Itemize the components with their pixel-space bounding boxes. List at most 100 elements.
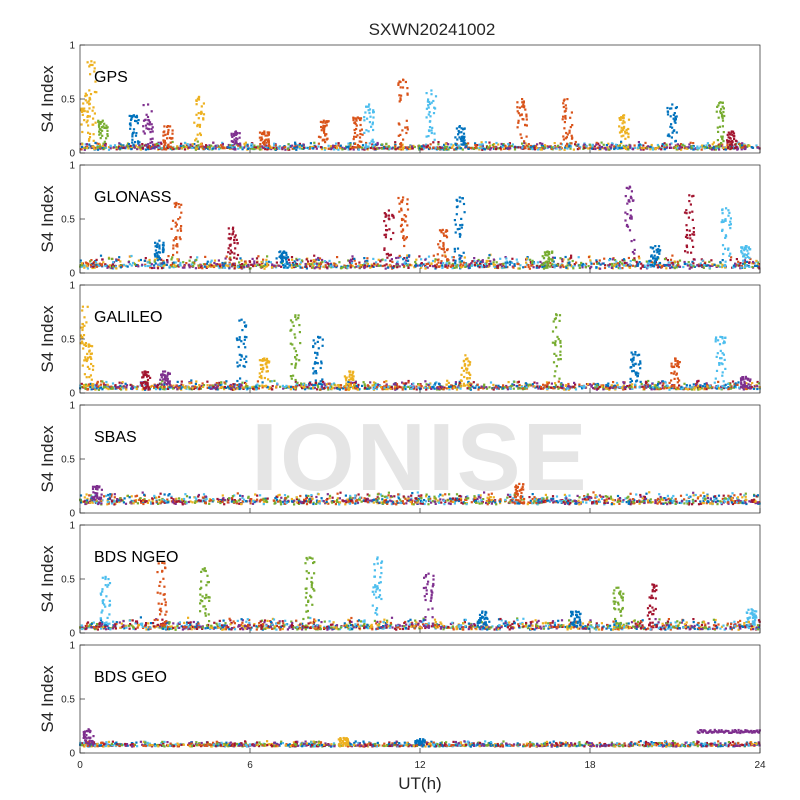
data-point bbox=[437, 386, 440, 389]
data-point bbox=[190, 388, 193, 391]
data-point bbox=[290, 264, 294, 267]
data-point bbox=[87, 262, 90, 265]
data-point bbox=[220, 383, 223, 386]
data-point bbox=[168, 136, 171, 140]
data-point bbox=[569, 147, 572, 150]
data-point bbox=[88, 136, 92, 139]
data-point bbox=[689, 237, 692, 240]
data-point bbox=[480, 141, 483, 144]
data-point bbox=[177, 203, 180, 206]
data-point bbox=[82, 102, 85, 105]
data-point bbox=[426, 144, 429, 147]
data-point bbox=[492, 261, 495, 264]
data-point bbox=[521, 142, 524, 145]
data-point bbox=[432, 254, 435, 257]
data-point bbox=[463, 142, 466, 145]
data-point bbox=[339, 147, 342, 150]
data-point bbox=[212, 147, 215, 150]
data-point bbox=[142, 125, 145, 128]
data-point bbox=[533, 262, 536, 265]
data-point bbox=[80, 385, 84, 389]
data-point bbox=[84, 99, 87, 102]
data-point bbox=[283, 250, 286, 253]
data-point bbox=[201, 145, 204, 148]
data-point bbox=[438, 246, 441, 249]
data-point bbox=[158, 247, 161, 250]
data-point bbox=[86, 265, 89, 268]
data-point bbox=[254, 146, 258, 149]
data-point bbox=[368, 103, 371, 106]
data-point bbox=[415, 385, 418, 388]
data-point bbox=[671, 126, 674, 129]
data-point bbox=[546, 145, 549, 148]
data-point bbox=[79, 264, 82, 267]
data-point bbox=[655, 248, 658, 251]
data-point bbox=[119, 264, 123, 267]
data-point bbox=[163, 383, 166, 386]
data-point bbox=[737, 141, 740, 144]
data-point bbox=[227, 227, 230, 230]
data-point bbox=[655, 258, 658, 261]
data-point bbox=[87, 383, 90, 386]
data-point bbox=[473, 261, 476, 264]
data-point bbox=[460, 226, 463, 229]
data-point bbox=[191, 143, 194, 146]
data-point bbox=[574, 140, 577, 144]
data-point bbox=[580, 385, 583, 388]
data-point bbox=[266, 147, 269, 150]
data-point bbox=[730, 385, 733, 388]
data-point bbox=[618, 117, 621, 120]
data-point bbox=[422, 147, 426, 150]
data-point bbox=[180, 142, 183, 145]
data-point bbox=[91, 63, 94, 67]
data-point bbox=[489, 381, 493, 384]
data-point bbox=[440, 229, 443, 232]
data-point bbox=[182, 261, 185, 264]
data-point bbox=[335, 264, 338, 267]
data-point bbox=[568, 145, 571, 148]
data-point bbox=[496, 264, 500, 267]
data-point bbox=[623, 263, 627, 266]
data-point bbox=[300, 259, 304, 262]
data-point bbox=[341, 266, 344, 269]
data-point bbox=[729, 258, 732, 262]
data-point bbox=[665, 267, 668, 270]
data-point bbox=[343, 387, 346, 390]
data-point bbox=[171, 137, 174, 140]
data-point bbox=[517, 146, 520, 149]
data-point bbox=[294, 142, 297, 146]
data-point bbox=[129, 144, 132, 148]
data-point bbox=[400, 386, 403, 389]
data-point bbox=[734, 262, 737, 265]
data-point bbox=[132, 143, 135, 146]
data-point bbox=[499, 257, 502, 260]
data-point bbox=[156, 144, 160, 147]
data-point bbox=[322, 119, 325, 122]
data-point bbox=[723, 148, 726, 151]
data-point bbox=[415, 388, 418, 391]
data-point bbox=[490, 262, 493, 265]
data-point bbox=[98, 387, 101, 390]
data-point bbox=[667, 263, 670, 266]
data-point bbox=[542, 383, 545, 386]
data-point bbox=[263, 143, 266, 146]
data-point bbox=[265, 144, 268, 147]
data-point bbox=[251, 263, 254, 266]
data-point bbox=[423, 145, 426, 148]
data-point bbox=[84, 261, 87, 264]
data-point bbox=[432, 141, 435, 144]
data-point bbox=[194, 267, 197, 270]
data-point bbox=[406, 92, 409, 95]
data-point bbox=[139, 384, 142, 387]
data-point bbox=[462, 138, 465, 141]
data-point bbox=[256, 261, 259, 264]
data-point bbox=[371, 264, 374, 268]
data-point bbox=[598, 147, 602, 150]
data-point bbox=[111, 382, 115, 385]
data-point bbox=[265, 261, 268, 264]
data-point bbox=[383, 233, 386, 236]
data-point bbox=[540, 263, 543, 266]
data-point bbox=[97, 142, 100, 145]
data-point bbox=[227, 385, 230, 388]
data-point bbox=[529, 261, 532, 264]
